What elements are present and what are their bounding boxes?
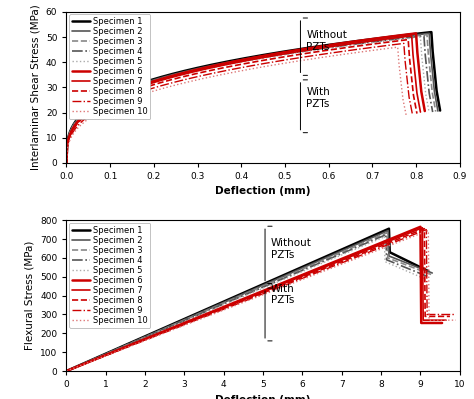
Text: Without
PZTs: Without PZTs	[271, 238, 312, 260]
Y-axis label: Interlaminar Shear Stress (MPa): Interlaminar Shear Stress (MPa)	[30, 4, 40, 170]
Text: Without
PZTs: Without PZTs	[306, 30, 347, 52]
Legend: Specimen 1, Specimen 2, Specimen 3, Specimen 4, Specimen 5, Specimen 6, Specimen: Specimen 1, Specimen 2, Specimen 3, Spec…	[69, 14, 150, 119]
Text: With
PZTs: With PZTs	[306, 87, 330, 109]
Legend: Specimen 1, Specimen 2, Specimen 3, Specimen 4, Specimen 5, Specimen 6, Specimen: Specimen 1, Specimen 2, Specimen 3, Spec…	[69, 223, 150, 328]
Text: With
PZTs: With PZTs	[271, 284, 295, 305]
X-axis label: Deflection (mm): Deflection (mm)	[215, 395, 311, 399]
Y-axis label: Flexural Stress (MPa): Flexural Stress (MPa)	[25, 241, 35, 350]
X-axis label: Deflection (mm): Deflection (mm)	[215, 186, 311, 196]
